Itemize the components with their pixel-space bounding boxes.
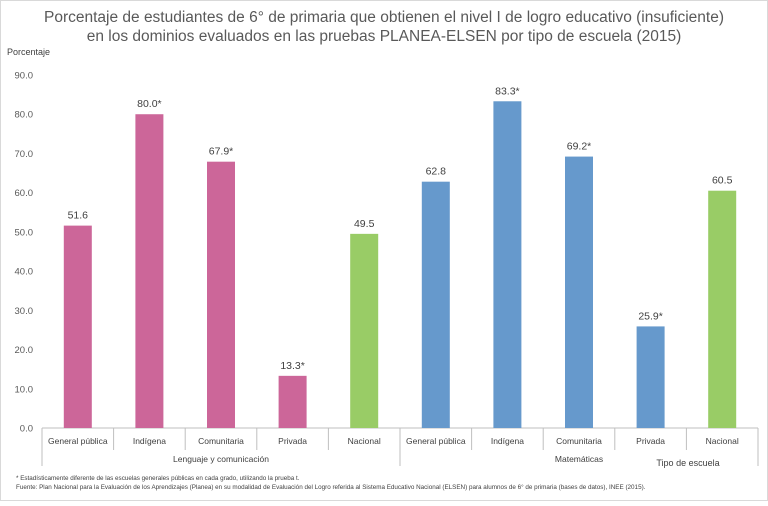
data-label: 60.5 [712,175,733,187]
bar [565,156,593,429]
data-label: 13.3* [280,360,305,372]
x-tick-label: Nacional [706,436,739,446]
group-label: Matemáticas [555,454,603,464]
data-label: 67.9* [209,146,234,158]
x-tick-label: Indígena [491,436,524,446]
data-label: 80.0* [137,98,162,110]
bar [207,161,235,429]
data-label: 83.3* [495,85,520,97]
x-tick-label: Privada [278,436,307,446]
footnote-source: Fuente: Plan Nacional para la Evaluación… [16,484,646,491]
bar [493,101,522,428]
x-tick-label: Indígena [133,436,166,446]
x-tick-label: Comunitaria [198,436,244,446]
data-label: 51.6 [68,210,89,222]
y-tick-label: 10.0 [15,384,34,395]
bar [350,233,379,428]
bar [63,225,92,428]
y-tick-label: 60.0 [15,188,34,199]
y-tick-label: 80.0 [15,110,34,121]
x-axis-title: Tipo de escuela [656,458,719,468]
y-tick-label: 50.0 [15,227,34,238]
y-tick-label: 30.0 [15,306,34,317]
bar [708,190,737,428]
bar [421,181,450,428]
x-tick-label: Privada [636,436,665,446]
y-tick-label: 40.0 [15,267,34,278]
chart-title-line-2: en los dominios evaluados en las pruebas… [86,28,682,45]
bar [636,326,665,428]
chart-title-line-1: Porcentaje de estudiantes de 6° de prima… [43,9,724,26]
group-label: Lenguaje y comunicación [173,454,269,464]
data-label: 49.5 [354,218,375,230]
data-label: 69.2* [567,141,592,153]
x-tick-label: Comunitaria [556,436,602,446]
y-axis-label: Porcentaje [7,47,51,57]
x-tick-label: General pública [48,436,108,446]
data-label: 25.9* [638,310,663,322]
y-tick-label: 70.0 [15,149,34,160]
x-tick-label: General pública [406,436,466,446]
y-tick-label: 20.0 [15,345,34,356]
bar [135,114,164,428]
x-tick-label: Nacional [348,436,381,446]
bar [278,375,307,428]
y-tick-label: 90.0 [15,71,34,82]
data-label: 62.8 [426,166,447,178]
y-tick-label: 0.0 [20,424,33,435]
footnote-significance: * Estadísticamente diferente de las escu… [16,475,300,482]
